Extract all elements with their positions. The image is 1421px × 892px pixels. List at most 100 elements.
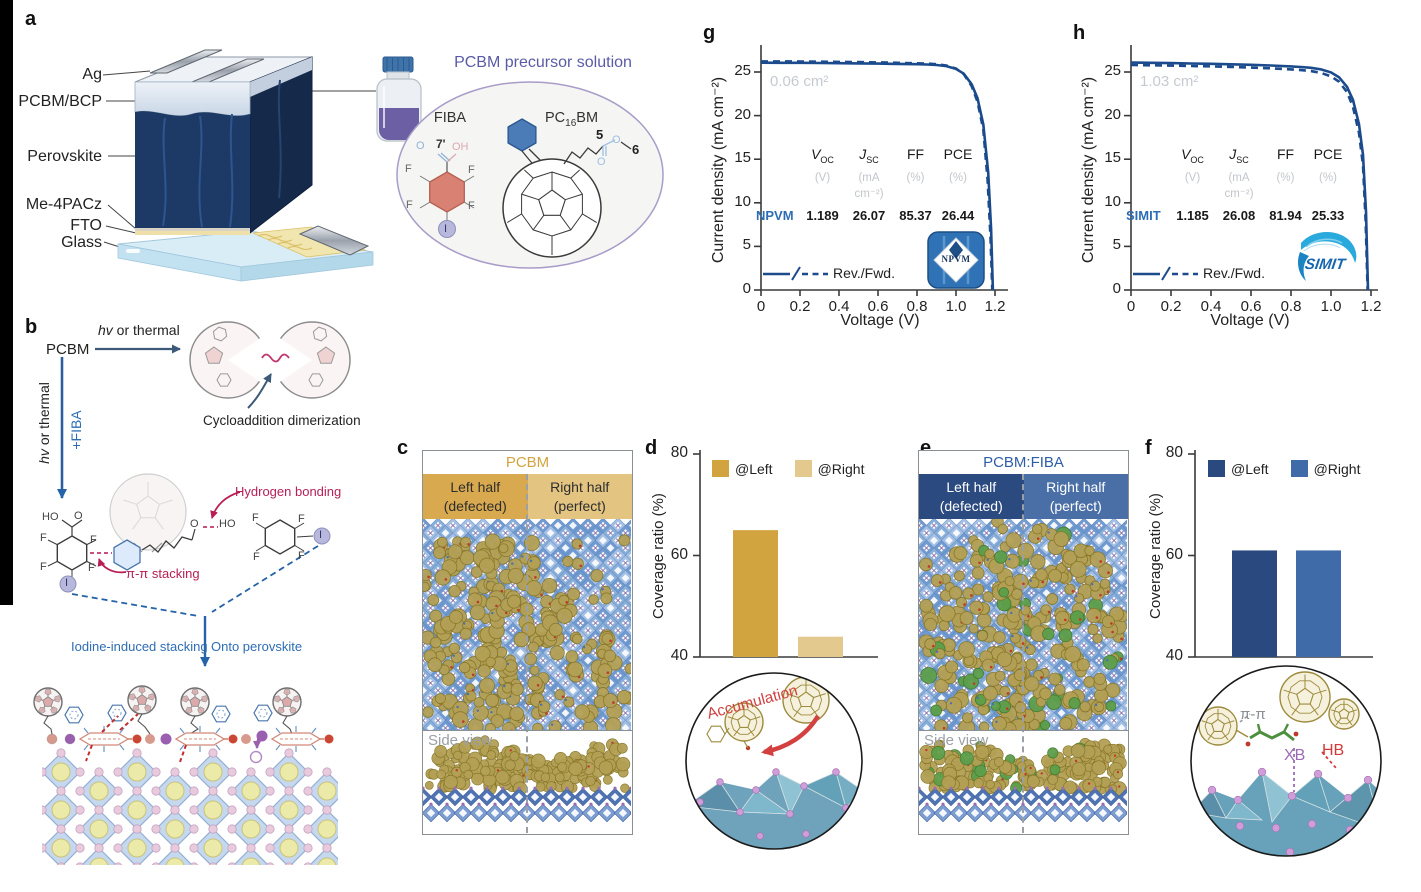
- tick-label: 15: [734, 149, 751, 167]
- interactions-inset: [1190, 665, 1382, 857]
- g-jv-legend-label: Rev./Fwd.: [833, 265, 895, 281]
- pce-unit: (%): [949, 171, 967, 184]
- tick-label: 25: [734, 62, 751, 79]
- md-side-view: [919, 738, 1127, 823]
- tick-label: 20: [734, 105, 751, 123]
- fiba-f-atom: F: [406, 199, 413, 211]
- reaction-scheme: [47, 321, 351, 667]
- jv-curve-fwd: [1130, 63, 1369, 291]
- tick-label: 0.4: [828, 298, 850, 315]
- simit-logo: [1298, 232, 1357, 281]
- panel-label-b: b: [25, 316, 38, 338]
- fiba2-f-atom: F: [298, 513, 305, 525]
- fiba-f-atom: F: [40, 561, 47, 573]
- f-legend-label-right: @Right: [1313, 460, 1361, 477]
- tick-label: 0.6: [1240, 298, 1262, 315]
- fiba2-ho-atom: HO: [219, 518, 236, 530]
- solution-title: PCBM precursor solution: [454, 54, 632, 71]
- tick-label: 1.2: [984, 298, 1006, 315]
- fiba2-f-atom: F: [252, 512, 259, 524]
- tick-label: 0.8: [1280, 298, 1302, 315]
- npvm-logo: [927, 231, 985, 289]
- md-molecules: [919, 518, 1127, 730]
- md-panel-pcbm-fiba-title: PCBM:FIBA: [919, 451, 1128, 474]
- ff-unit: (%): [906, 171, 925, 184]
- tick-label: 5: [742, 236, 751, 254]
- pi-pi-inset-label: π-π: [1240, 706, 1266, 723]
- pce-header: PCE: [1313, 146, 1343, 162]
- jv-chart-g: [754, 45, 1008, 296]
- fiba-name-label: FIBA: [433, 110, 467, 126]
- fiba-f-atom: F: [468, 164, 475, 176]
- g-metrics-table: VOC JSC FF PCE (V) (mA cm⁻²) (%) (%) NPV…: [756, 146, 980, 224]
- md-split-line-c: [422, 730, 633, 731]
- md-header-right-perfect: Right half (perfect): [1023, 474, 1128, 519]
- bar-@Left: [1232, 550, 1277, 657]
- xb-inset-label: XB: [1284, 747, 1306, 764]
- pc16bm-name-label: PC16BM: [545, 110, 599, 129]
- tick-label: 20: [1104, 105, 1121, 123]
- side-view-label-e: Side view: [924, 732, 989, 749]
- voc-unit: (V): [1184, 171, 1201, 184]
- panel-label-h: h: [1073, 22, 1086, 44]
- bar-chart-d: [693, 450, 878, 658]
- fiba-f-atom: F: [405, 163, 412, 175]
- tick-label: 0: [742, 280, 751, 297]
- layer-label-ag: Ag: [82, 66, 102, 83]
- tick-label: 10: [1104, 192, 1121, 210]
- fiba-f-atom: F: [88, 562, 95, 574]
- panel-label-d: d: [645, 437, 658, 459]
- g-ylabel: Current density (mA cm⁻²): [710, 76, 727, 264]
- panel-label-c: c: [397, 437, 409, 459]
- f-legend-swatch-left: [1208, 460, 1225, 477]
- tick-label: 0: [1126, 298, 1136, 315]
- h-jsc-value: 26.08: [1222, 207, 1256, 223]
- ff-header: FF: [906, 146, 925, 162]
- fiba2-f-atom: F: [298, 550, 305, 562]
- f-legend-label-left: @Left: [1231, 460, 1269, 477]
- md-header-left-defected: Left half (defected): [423, 474, 528, 519]
- h-jv-legend-label: Rev./Fwd.: [1203, 265, 1265, 281]
- bar-chart-f: [1188, 450, 1373, 658]
- panel-label-a: a: [25, 8, 37, 30]
- ff-header: FF: [1276, 146, 1295, 162]
- d-legend-swatch-right: [794, 460, 812, 477]
- md-panel-pcbm-fiba: PCBM:FIBA Left half (defected) Right half…: [918, 450, 1129, 835]
- fiba-oh-atom: OH: [452, 141, 469, 153]
- layer-label-perovskite: Perovskite: [27, 148, 102, 165]
- tick-label: 0: [756, 298, 766, 315]
- accumulation-inset: [685, 672, 863, 850]
- tick-label: 40: [670, 647, 688, 664]
- tick-label: 0: [1112, 280, 1121, 297]
- tick-label: 1.0: [945, 298, 967, 315]
- bar-@Left: [733, 530, 778, 657]
- fiba-c7-label: 7': [436, 137, 446, 151]
- md-panel-pcbm: PCBM Left half (defected) Right half (perf…: [422, 450, 633, 835]
- md-header-left-defected: Left half (defected): [919, 474, 1024, 519]
- g-ff-value: 85.37: [899, 207, 932, 223]
- voc-header: VOC: [811, 146, 834, 165]
- plus-fiba-label: +FIBA: [68, 410, 84, 450]
- jv-chart-h: [1124, 45, 1378, 296]
- d-legend-swatch-left: [712, 460, 729, 477]
- f-legend-swatch-right: [1290, 460, 1308, 477]
- tick-label: 60: [1165, 545, 1183, 563]
- pcbm-reactant-label: PCBM: [46, 341, 90, 358]
- perovskite-surface-illustration: [33, 685, 338, 865]
- fiba2-i-atom: I: [319, 529, 323, 541]
- h-cert-lab-label: SIMIT: [1126, 207, 1161, 223]
- hydrogen-bonding-label: Hydrogen bonding: [235, 484, 342, 499]
- panel-label-g: g: [703, 22, 716, 44]
- fiba-f-atom: F: [40, 532, 47, 544]
- ester-o-atom: O: [597, 156, 606, 168]
- md-divider-c: [526, 474, 528, 833]
- ester-o-atom: O: [190, 518, 199, 530]
- tick-label: 25: [1104, 62, 1121, 79]
- g-voc-value: 1.189: [806, 207, 839, 223]
- md-split-line-e: [918, 730, 1129, 731]
- fiba2-f-atom: F: [253, 551, 260, 563]
- g-pce-value: 26.44: [941, 207, 975, 223]
- bar-@Right: [798, 636, 843, 657]
- g-cell-area-annotation: 0.06 cm²: [770, 73, 829, 90]
